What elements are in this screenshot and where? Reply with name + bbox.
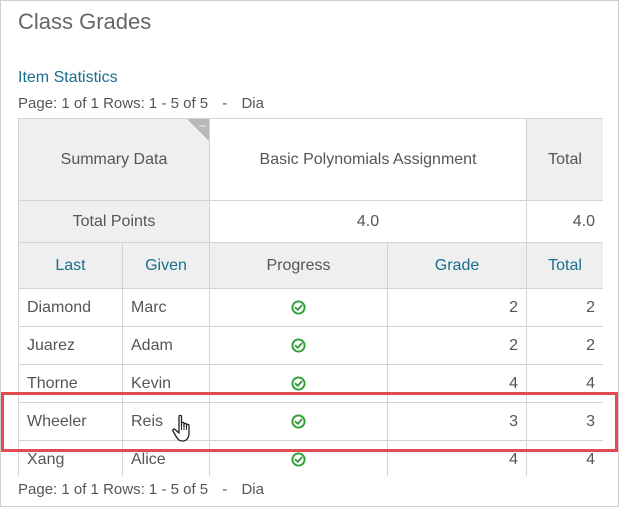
- check-circle-icon[interactable]: [291, 376, 306, 391]
- check-circle-icon[interactable]: [291, 300, 306, 315]
- summary-total-header: Total: [526, 118, 603, 201]
- table-row: Diamond Marc 2 2: [18, 288, 603, 327]
- total-value: 2: [526, 326, 603, 365]
- column-header-given[interactable]: Given: [121, 242, 211, 289]
- check-circle-icon[interactable]: [291, 452, 306, 467]
- column-header-last[interactable]: Last: [18, 242, 123, 289]
- pager-dia: Dia: [241, 95, 264, 112]
- pager-bottom: Page: 1 of 1 Rows: 1 - 5 of 5 - Dia: [18, 481, 264, 498]
- column-header-progress: Progress: [209, 242, 389, 289]
- pager-top: Page: 1 of 1 Rows: 1 - 5 of 5 - Dia: [18, 95, 264, 112]
- summary-data-label: Summary Data: [60, 150, 168, 168]
- grade-value[interactable]: 2: [387, 288, 528, 327]
- pager-separator: -: [222, 481, 228, 498]
- total-points-value: 4.0: [209, 200, 528, 243]
- check-circle-icon[interactable]: [291, 414, 306, 429]
- total-value: 3: [526, 402, 603, 441]
- total-points-row: Total Points 4.0 4.0: [18, 200, 603, 243]
- minus-icon: –: [199, 118, 207, 132]
- pager-rows: Rows: 1 - 5 of 5: [103, 95, 209, 112]
- column-header-grade[interactable]: Grade: [387, 242, 528, 289]
- pager-dia: Dia: [241, 481, 264, 498]
- progress-cell: [209, 288, 389, 327]
- student-given-name[interactable]: Kevin: [121, 364, 211, 403]
- pager-separator: -: [222, 95, 228, 112]
- progress-cell: [209, 440, 389, 476]
- total-value: 4: [526, 364, 603, 403]
- student-given-name[interactable]: Marc: [121, 288, 211, 327]
- student-given-name[interactable]: Adam: [121, 326, 211, 365]
- student-given-name[interactable]: Reis: [121, 402, 211, 441]
- assignment-header[interactable]: Basic Polynomials Assignment: [209, 118, 528, 201]
- pager-page: Page: 1 of 1: [18, 481, 99, 498]
- column-header-row: Last Given Progress Grade Total: [18, 242, 603, 289]
- table-row: Wheeler Reis 3 3: [18, 402, 603, 441]
- grade-value[interactable]: 4: [387, 440, 528, 476]
- student-last-name[interactable]: Xang: [18, 440, 123, 476]
- grades-table: Summary Data – Basic Polynomials Assignm…: [18, 118, 603, 476]
- grades-table-viewport[interactable]: Summary Data – Basic Polynomials Assignm…: [18, 118, 603, 476]
- total-points-label: Total Points: [18, 200, 211, 243]
- summary-data-cell: Summary Data –: [18, 118, 211, 201]
- student-given-name[interactable]: Alice: [121, 440, 211, 476]
- check-circle-icon[interactable]: [291, 338, 306, 353]
- progress-cell: [209, 364, 389, 403]
- progress-cell: [209, 402, 389, 441]
- pager-page: Page: 1 of 1: [18, 95, 99, 112]
- progress-cell: [209, 326, 389, 365]
- total-value: 4: [526, 440, 603, 476]
- collapse-corner-icon[interactable]: [187, 119, 209, 141]
- pager-rows: Rows: 1 - 5 of 5: [103, 481, 209, 498]
- total-value: 2: [526, 288, 603, 327]
- column-header-total[interactable]: Total: [526, 242, 603, 289]
- grade-value[interactable]: 4: [387, 364, 528, 403]
- student-last-name[interactable]: Wheeler: [18, 402, 123, 441]
- total-points-total: 4.0: [526, 200, 603, 243]
- student-last-name[interactable]: Juarez: [18, 326, 123, 365]
- table-row: Juarez Adam 2 2: [18, 326, 603, 365]
- student-last-name[interactable]: Diamond: [18, 288, 123, 327]
- grade-value[interactable]: 2: [387, 326, 528, 365]
- table-row: Thorne Kevin 4 4: [18, 364, 603, 403]
- summary-header-row: Summary Data – Basic Polynomials Assignm…: [18, 118, 603, 201]
- panel-title: Class Grades: [18, 9, 152, 34]
- table-row: Xang Alice 4 4: [18, 440, 603, 476]
- item-statistics-link[interactable]: Item Statistics: [18, 69, 118, 86]
- grade-value[interactable]: 3: [387, 402, 528, 441]
- student-last-name[interactable]: Thorne: [18, 364, 123, 403]
